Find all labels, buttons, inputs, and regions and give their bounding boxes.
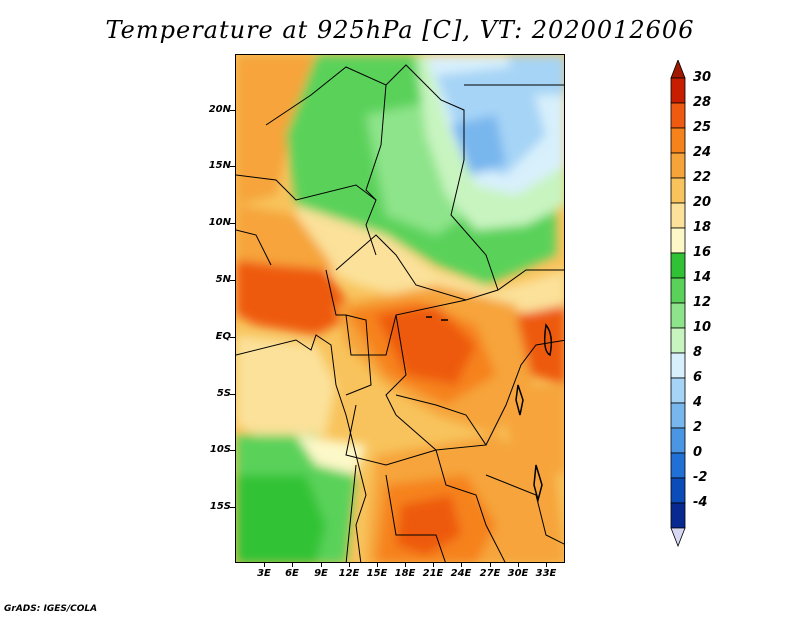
colorbar-segment xyxy=(670,127,686,154)
colorbar-label: -2 xyxy=(693,470,708,485)
colorbar-segment xyxy=(670,377,686,404)
lat-label-5n: 5N xyxy=(215,274,231,285)
lon-label-24e: 24E xyxy=(450,568,472,579)
colorbar-label: 0 xyxy=(693,445,703,460)
colorbar-label: 20 xyxy=(693,195,712,210)
lon-label-27e: 27E xyxy=(479,568,501,579)
lat-tick xyxy=(230,450,235,451)
lat-label-5s: 5S xyxy=(216,388,231,399)
lat-tick xyxy=(230,394,235,395)
credit-text: GrADS: IGES/COLA xyxy=(4,604,98,614)
colorbar-label: 18 xyxy=(693,220,712,235)
colorbar-label: -4 xyxy=(693,495,708,510)
colorbar-segment xyxy=(670,102,686,129)
colorbar-label: 8 xyxy=(693,345,703,360)
lon-label-12e: 12E xyxy=(338,568,360,579)
lon-tick xyxy=(349,563,350,567)
temperature-map xyxy=(235,54,565,563)
lon-tick xyxy=(405,563,406,567)
colorbar-segment xyxy=(670,277,686,304)
lon-label-9e: 9E xyxy=(314,568,328,579)
lon-tick xyxy=(518,563,519,567)
lon-label-33e: 33E xyxy=(535,568,557,579)
lat-label-15n: 15N xyxy=(208,160,231,171)
lat-tick xyxy=(230,110,235,111)
colorbar-segment xyxy=(670,177,686,204)
lon-tick xyxy=(433,563,434,567)
lat-tick xyxy=(230,507,235,508)
lat-tick xyxy=(230,223,235,224)
colorbar-label: 10 xyxy=(693,320,712,335)
colorbar-segment xyxy=(670,327,686,354)
map-title: Temperature at 925hPa [C], VT: 202001260… xyxy=(105,16,695,44)
lat-label-10s: 10S xyxy=(209,444,231,455)
colorbar xyxy=(670,60,686,548)
colorbar-label: 30 xyxy=(693,70,712,85)
colorbar-segment xyxy=(670,252,686,279)
lat-tick xyxy=(230,280,235,281)
lon-label-15e: 15E xyxy=(366,568,388,579)
colorbar-label: 14 xyxy=(693,270,712,285)
colorbar-segment xyxy=(670,227,686,254)
colorbar-label: 12 xyxy=(693,295,712,310)
lon-label-18e: 18E xyxy=(394,568,416,579)
colorbar-segment xyxy=(670,452,686,479)
colorbar-segment xyxy=(670,352,686,379)
lat-label-15s: 15S xyxy=(209,501,231,512)
colorbar-label: 28 xyxy=(693,95,712,110)
colorbar-label: 16 xyxy=(693,245,712,260)
lon-tick xyxy=(546,563,547,567)
colorbar-label: 2 xyxy=(693,420,703,435)
lat-label-eq: EQ xyxy=(215,331,231,342)
lon-tick xyxy=(321,563,322,567)
lon-tick xyxy=(377,563,378,567)
lat-tick xyxy=(230,166,235,167)
lat-label-10n: 10N xyxy=(208,217,231,228)
lon-tick xyxy=(490,563,491,567)
lon-tick xyxy=(264,563,265,567)
lon-label-6e: 6E xyxy=(285,568,299,579)
colorbar-label: 22 xyxy=(693,170,712,185)
colorbar-segment xyxy=(670,302,686,329)
colorbar-segment xyxy=(670,502,686,529)
lon-label-3e: 3E xyxy=(257,568,271,579)
colorbar-label: 4 xyxy=(693,395,703,410)
colorbar-label: 25 xyxy=(693,120,712,135)
colorbar-label: 24 xyxy=(693,145,712,160)
lat-tick xyxy=(230,337,235,338)
colorbar-segment xyxy=(670,402,686,429)
colorbar-top-triangle xyxy=(670,60,686,79)
colorbar-segment xyxy=(670,427,686,454)
colorbar-segment xyxy=(670,152,686,179)
lon-label-30e: 30E xyxy=(507,568,529,579)
colorbar-bottom-triangle xyxy=(670,527,686,548)
lat-label-20n: 20N xyxy=(208,104,231,115)
colorbar-segment xyxy=(670,77,686,104)
colorbar-label: 6 xyxy=(693,370,703,385)
lon-label-21e: 21E xyxy=(422,568,444,579)
lon-tick xyxy=(461,563,462,567)
lon-tick xyxy=(292,563,293,567)
colorbar-segment xyxy=(670,477,686,504)
colorbar-segment xyxy=(670,202,686,229)
